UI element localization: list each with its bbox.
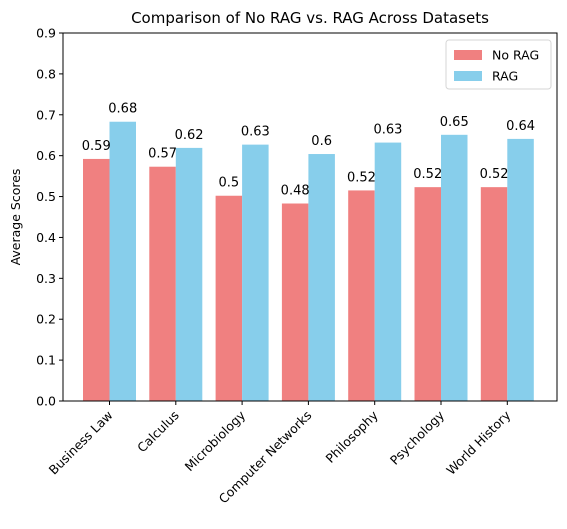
- bar-rag: [374, 142, 402, 402]
- plot-frame: [62, 32, 558, 402]
- bar-rag: [308, 154, 335, 401]
- data-label: 0.64: [506, 119, 535, 134]
- y-tick-label: 0.0: [36, 394, 56, 409]
- legend-swatch-rag: [454, 71, 482, 81]
- x-tick-label: Business Law: [46, 408, 116, 478]
- data-label: 0.63: [241, 125, 270, 140]
- y-tick-label: 0.8: [36, 66, 56, 81]
- data-label: 0.63: [373, 123, 402, 138]
- data-label: 0.65: [440, 115, 469, 130]
- x-axis: Business Law Calculus MicrobiologyComputer…: [46, 401, 514, 506]
- bars: [83, 121, 534, 402]
- bar-rag: [507, 138, 534, 401]
- data-label: 0.52: [480, 167, 509, 182]
- bar-rag: [242, 144, 269, 402]
- y-tick-label: 0.4: [36, 230, 56, 245]
- data-label: 0.52: [347, 170, 376, 185]
- x-tick-label: World History: [443, 407, 514, 478]
- legend: No RAG RAG: [445, 39, 552, 90]
- chart-title: Comparison of No RAG vs. RAG Across Data…: [131, 9, 489, 27]
- bar-no-rag: [149, 166, 176, 401]
- data-label: 0.48: [281, 184, 310, 199]
- y-tick-label: 0.1: [36, 353, 56, 368]
- data-label: 0.59: [82, 139, 111, 154]
- y-tick-label: 0.5: [36, 189, 56, 204]
- y-axis-label: Average Scores: [8, 169, 23, 266]
- y-axis: 0.0 0.1 0.2 0.3 0.4 0.5 0.6 0.7 0.8 0.9: [36, 26, 63, 409]
- data-label: 0.5: [219, 176, 240, 191]
- x-tick-label: Microbiology: [182, 407, 249, 474]
- bar-rag: [175, 147, 203, 401]
- x-tick-label: Psychology: [387, 407, 448, 468]
- data-label: 0.57: [148, 147, 177, 162]
- legend-label-no-rag: No RAG: [492, 48, 539, 63]
- bar-no-rag: [281, 203, 309, 401]
- data-label: 0.6: [311, 134, 332, 149]
- bar-no-rag: [348, 190, 375, 401]
- legend-label-rag: RAG: [492, 69, 518, 84]
- data-labels: 0.59 0.68 0.57 0.62 0.5 0.63 0.48 0.6 0.52 0.63 0.…: [82, 102, 535, 199]
- y-tick-label: 0.9: [36, 26, 56, 41]
- bar-rag: [441, 134, 468, 401]
- legend-swatch-no-rag: [454, 50, 482, 60]
- data-label: 0.62: [175, 128, 204, 143]
- bar-no-rag: [215, 195, 243, 401]
- x-tick-label: Philosophy: [323, 407, 382, 466]
- data-label: 0.52: [413, 167, 442, 182]
- y-tick-label: 0.7: [36, 107, 56, 122]
- y-tick-label: 0.3: [36, 271, 56, 286]
- data-label: 0.68: [108, 102, 137, 117]
- bar-no-rag: [83, 158, 110, 401]
- bar-rag: [109, 121, 136, 402]
- y-tick-label: 0.6: [36, 148, 56, 163]
- x-tick-label: Calculus: [134, 408, 182, 456]
- bar-no-rag: [414, 187, 441, 401]
- y-tick-label: 0.2: [36, 312, 56, 327]
- bar-no-rag: [480, 187, 508, 401]
